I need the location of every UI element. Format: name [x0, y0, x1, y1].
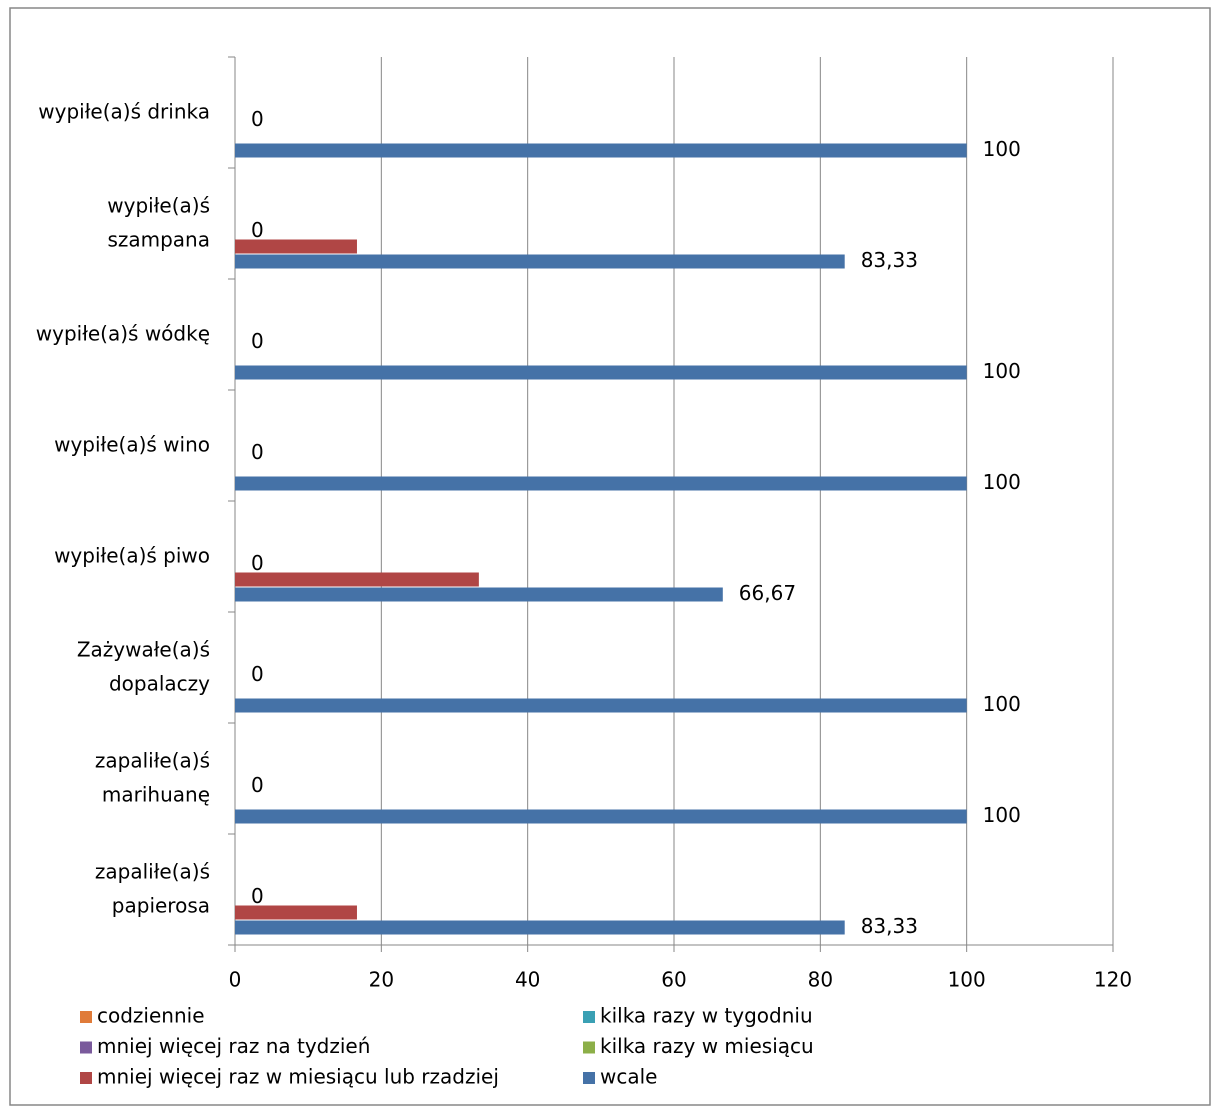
legend-label: mniej więcej raz w miesiącu lub rzadziej	[97, 1065, 499, 1089]
bar	[235, 809, 967, 824]
data-label: 0	[251, 662, 264, 686]
x-tick-label: 100	[948, 968, 986, 992]
legend-label: codziennie	[97, 1004, 205, 1028]
data-label: 100	[983, 137, 1021, 161]
data-label: 100	[983, 470, 1021, 494]
bar	[235, 572, 479, 587]
legend-swatch	[583, 1041, 595, 1054]
bar	[235, 905, 357, 920]
legend-label: mniej więcej raz na tydzień	[97, 1034, 370, 1058]
data-label: 0	[251, 218, 264, 242]
data-label: 0	[251, 329, 264, 353]
bar	[235, 239, 357, 254]
data-label: 100	[983, 692, 1021, 716]
bar	[235, 476, 967, 491]
data-label: 0	[251, 884, 264, 908]
y-tick-label: zapaliłe(a)ś papierosa	[95, 859, 210, 917]
data-label: 100	[983, 803, 1021, 827]
data-label: 0	[251, 551, 264, 575]
legend-swatch	[80, 1072, 92, 1084]
y-tick-label: wypiłe(a)ś drinka	[38, 99, 210, 123]
legend-swatch	[583, 1072, 595, 1084]
bar	[235, 920, 845, 935]
bar	[235, 365, 967, 380]
data-label: 0	[251, 440, 264, 464]
y-tick-label: wypiłe(a)ś szampana	[107, 193, 210, 251]
legend-swatch	[80, 1041, 92, 1054]
x-tick-label: 80	[808, 968, 833, 992]
y-tick-label: zapaliłe(a)ś marihuanę	[95, 748, 210, 806]
x-tick-label: 120	[1094, 968, 1132, 992]
data-label: 66,67	[739, 581, 796, 605]
bar	[235, 143, 967, 158]
legend-label: kilka razy w miesiącu	[600, 1034, 814, 1058]
data-label: 83,33	[861, 248, 918, 272]
data-label: 0	[251, 773, 264, 797]
y-tick-label: wypiłe(a)ś wino	[54, 432, 210, 456]
data-label: 83,33	[861, 914, 918, 938]
y-tick-label: Zażywałe(a)ś dopalaczy	[77, 637, 210, 695]
bar	[235, 698, 967, 713]
data-label: 100	[983, 359, 1021, 383]
legend-label: kilka razy w tygodniu	[600, 1004, 813, 1028]
legend-swatch	[583, 1011, 595, 1023]
bar	[235, 587, 723, 602]
bar	[235, 254, 845, 269]
x-tick-label: 60	[661, 968, 686, 992]
x-tick-label: 40	[515, 968, 540, 992]
y-tick-label: wypiłe(a)ś wódkę	[36, 321, 210, 345]
data-label: 0	[251, 107, 264, 131]
legend-swatch	[80, 1011, 92, 1023]
y-tick-label: wypiłe(a)ś piwo	[54, 543, 210, 567]
x-tick-label: 0	[229, 968, 242, 992]
legend-label: wcale	[600, 1065, 657, 1089]
x-tick-label: 20	[369, 968, 394, 992]
